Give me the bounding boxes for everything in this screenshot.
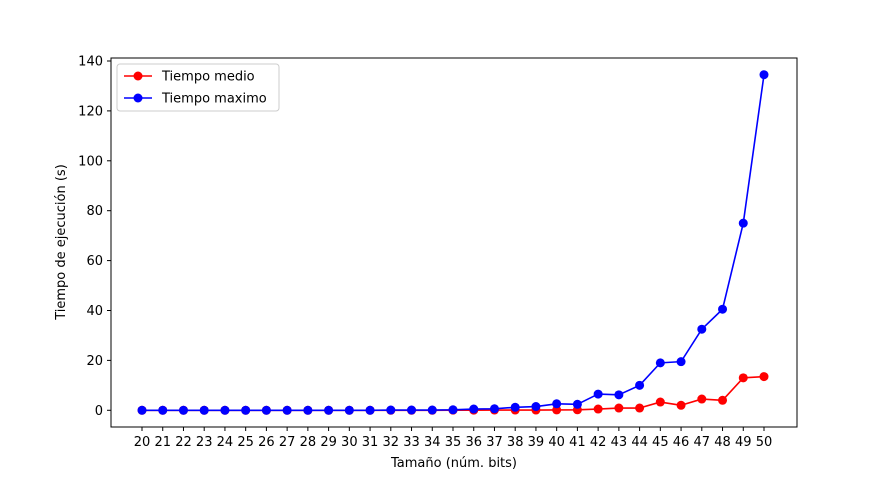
y-tick-label: 80 [86,204,103,219]
data-point [324,405,334,415]
x-tick-label: 21 [154,435,171,450]
x-tick-label: 43 [611,435,628,450]
x-tick-label: 50 [756,435,773,450]
series-1 [137,70,769,415]
data-point [718,304,728,314]
x-tick-label: 32 [383,435,400,450]
data-point [676,357,686,367]
legend-box [116,63,280,112]
x-tick-label: 47 [694,435,711,450]
y-tick-label: 40 [86,304,103,319]
data-point [655,397,665,407]
y-tick-label: 120 [78,104,103,119]
x-tick-label: 39 [528,435,545,450]
data-point [427,405,437,415]
x-tick-label: 36 [465,435,482,450]
x-tick-label: 35 [445,435,462,450]
x-tick-label: 44 [631,435,648,450]
legend-label-tiempo-medio: Tiempo medio [161,70,255,85]
data-point [697,394,707,404]
y-tick-label: 100 [78,154,103,169]
x-axis-label: Tamaño (núm. bits) [390,456,517,471]
x-axis: 20 21 22 23 24 25 26 27 28 29 30 31 32 33 34 35 36 37 38 39… [134,427,773,450]
legend-marker-tiempo-maximo [133,93,143,103]
x-tick-label: 33 [403,435,420,450]
data-point [614,390,624,400]
data-point [158,405,168,415]
data-point [531,402,541,412]
data-point [386,405,396,415]
y-axis: 0 20 40 60 80 100 120 140 [78,54,111,419]
y-tick-label: 0 [95,404,103,419]
data-point [552,399,562,409]
data-point [593,389,603,399]
data-point [697,324,707,334]
data-point [718,395,728,405]
data-point [635,380,645,390]
x-tick-label: 30 [341,435,358,450]
data-point [178,405,188,415]
x-tick-label: 46 [673,435,690,450]
data-point [199,405,209,415]
y-axis-label: Tiempo de ejecución (s) [54,164,69,321]
legend-marker-tiempo-medio [133,71,143,81]
x-tick-label: 45 [652,435,669,450]
data-point [469,404,479,414]
x-tick-label: 49 [735,435,752,450]
x-tick-label: 26 [258,435,275,450]
data-point [407,405,417,415]
x-tick-label: 40 [548,435,565,450]
data-point [614,403,624,413]
x-tick-label: 22 [175,435,192,450]
data-point [676,400,686,410]
x-tick-label: 25 [237,435,254,450]
data-point [344,405,354,415]
x-tick-label: 31 [362,435,379,450]
x-tick-label: 24 [217,435,234,450]
data-point [738,373,748,383]
data-point [655,358,665,368]
series-layer [137,70,769,415]
x-tick-label: 38 [507,435,524,450]
x-tick-label: 42 [590,435,607,450]
data-point [282,405,292,415]
data-point [137,405,147,415]
data-point [593,404,603,414]
data-point [303,405,313,415]
data-point [365,405,375,415]
data-point [241,405,251,415]
x-tick-label: 20 [134,435,151,450]
data-point [759,372,769,382]
data-point [448,405,458,415]
x-tick-label: 37 [486,435,503,450]
legend-label-tiempo-maximo: Tiempo maximo [161,92,267,107]
x-tick-label: 41 [569,435,586,450]
data-point [738,218,748,228]
plot-frame [110,57,798,428]
x-tick-label: 28 [300,435,317,450]
data-point [759,70,769,80]
data-point [572,399,582,409]
x-tick-label: 29 [320,435,337,450]
data-point [220,405,230,415]
x-tick-label: 34 [424,435,441,450]
x-tick-label: 27 [279,435,296,450]
plot-area [111,58,797,427]
x-tick-label: 48 [714,435,731,450]
y-tick-label: 20 [86,354,103,369]
x-tick-label: 23 [196,435,213,450]
data-point [510,402,520,412]
y-tick-label: 140 [78,54,103,69]
legend: Tiempo medio Tiempo maximo [116,63,280,112]
data-point [489,404,499,414]
data-point [635,403,645,413]
data-point [261,405,271,415]
y-tick-label: 60 [86,254,103,269]
